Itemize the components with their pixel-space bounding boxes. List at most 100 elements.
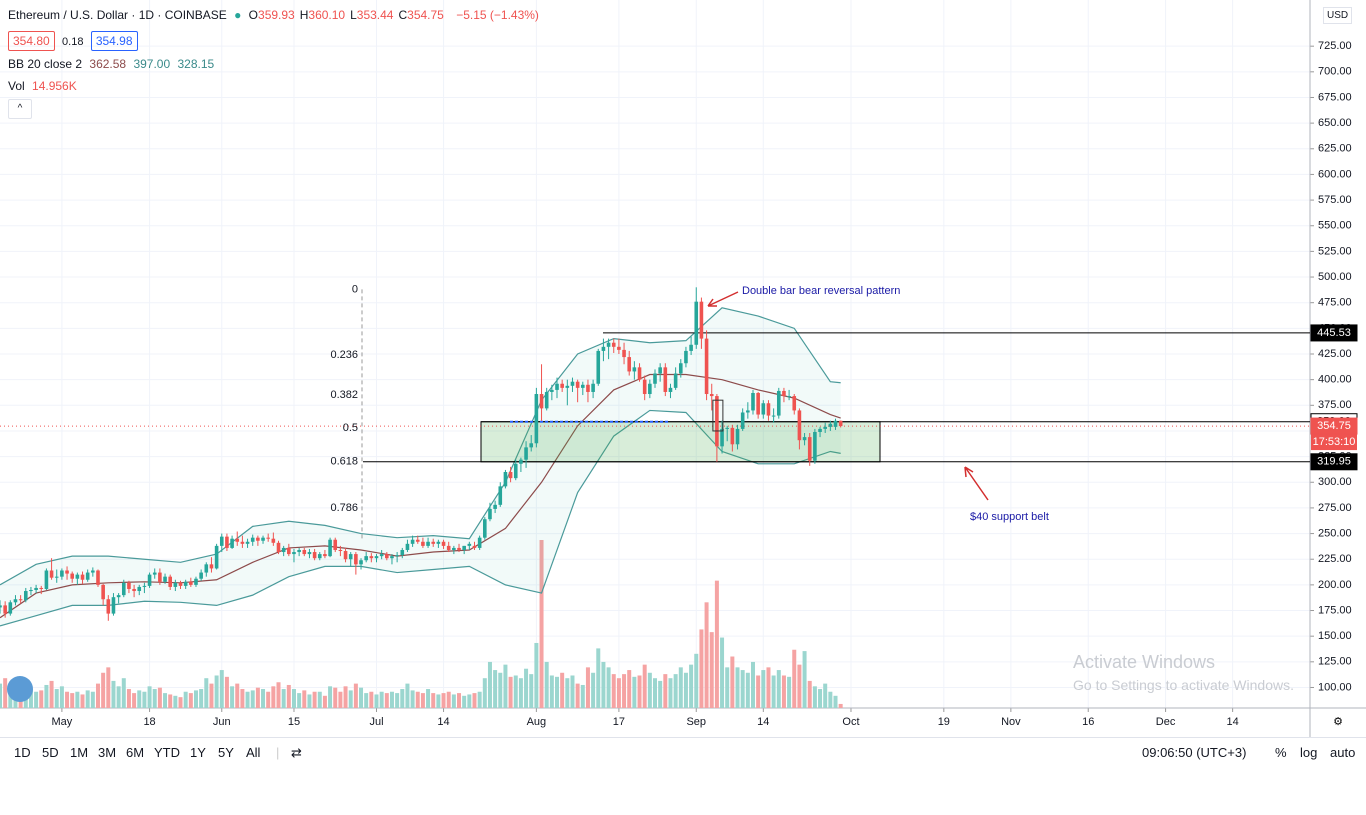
y-tick-label: 125.00 <box>1318 656 1352 668</box>
volume-bar <box>658 680 663 708</box>
volume-bar <box>503 664 508 708</box>
candle-body <box>354 554 358 565</box>
band-line <box>0 373 841 619</box>
candle-body <box>586 384 590 392</box>
candle-body <box>204 564 209 573</box>
volume-bar <box>384 693 389 708</box>
volume-bar <box>214 675 219 708</box>
volume-bar <box>364 693 369 708</box>
candle-body <box>828 423 833 427</box>
candle-body <box>751 392 755 411</box>
y-tick-label: 275.00 <box>1318 502 1352 514</box>
candle-body <box>359 560 363 565</box>
candle-body <box>214 545 219 569</box>
candle-body <box>415 539 420 542</box>
volume-bar <box>781 675 786 708</box>
candle-body <box>3 605 7 614</box>
volume-bar <box>611 674 616 708</box>
volume-bar <box>792 649 797 708</box>
collapse-button[interactable]: ^ <box>8 99 32 119</box>
candle-body <box>147 574 152 586</box>
candle-body <box>168 576 172 587</box>
scale-option[interactable]: log <box>1300 745 1318 760</box>
range-button[interactable]: 6M <box>126 745 145 760</box>
volume-bar <box>508 676 513 708</box>
candle-body <box>421 541 425 546</box>
compare-icon[interactable]: ⇄ <box>291 745 302 760</box>
volume-bar <box>818 689 823 708</box>
price-badge-label: 319.95 <box>1317 456 1351 468</box>
scale-option[interactable]: % <box>1275 745 1287 760</box>
x-tick-label: Dec <box>1156 716 1176 728</box>
candle-body <box>230 538 234 548</box>
candle-body <box>385 554 389 559</box>
volume-bar <box>513 675 518 708</box>
candle-body <box>673 373 678 388</box>
volume-bar <box>75 691 80 708</box>
candle-body <box>80 574 85 580</box>
candle-body <box>395 555 399 557</box>
candle-body <box>189 581 193 585</box>
candle-body <box>276 542 281 553</box>
volume-bar <box>157 687 162 708</box>
volume-bar <box>549 675 554 708</box>
candle-body <box>178 582 183 586</box>
scale-option[interactable]: auto <box>1330 745 1356 760</box>
range-button[interactable]: 3M <box>98 745 117 760</box>
candle-body <box>513 463 518 479</box>
candle-body <box>637 367 642 380</box>
candle-body <box>488 508 492 520</box>
volume-bar <box>224 676 229 708</box>
range-button[interactable]: 1D <box>14 745 31 760</box>
candle-body <box>797 410 802 441</box>
ohlc-value: 359.93 <box>258 8 295 22</box>
candle-body <box>776 390 781 416</box>
volume-bar <box>322 695 327 708</box>
volume-bar <box>673 674 678 708</box>
candle-body <box>575 381 580 388</box>
volume-bar <box>266 691 271 708</box>
volume-bar <box>585 667 590 708</box>
x-tick-label: Oct <box>842 716 859 728</box>
range-button[interactable]: 1M <box>70 745 89 760</box>
candle-body <box>617 346 621 350</box>
candle-body <box>591 383 595 392</box>
volume-bar <box>420 693 425 708</box>
candle-body <box>699 301 704 339</box>
candle-body <box>477 537 482 548</box>
range-button[interactable]: 5Y <box>218 745 234 760</box>
candle-body <box>364 556 368 561</box>
range-button[interactable]: All <box>246 745 261 760</box>
candle-body <box>302 549 307 555</box>
volume-bar <box>704 602 709 708</box>
volume-bar <box>668 678 673 708</box>
volume-bar <box>106 667 111 708</box>
volume-bar <box>622 674 627 708</box>
candle-body <box>498 486 503 505</box>
volume-bar <box>544 661 549 708</box>
bb-legend: BB 20 close 2 362.58 397.00 328.15 <box>8 57 218 71</box>
bid[interactable]: 354.80 <box>8 31 55 51</box>
annotation: $40 support belt <box>970 511 1049 523</box>
volume-bar <box>756 675 761 708</box>
price-badge <box>1310 453 1358 471</box>
candle-body <box>441 541 446 546</box>
candle-body <box>658 367 662 374</box>
ohlc: O359.93 H360.10 L353.44 C354.75 <box>249 8 449 22</box>
range-button[interactable]: 1Y <box>190 745 206 760</box>
fib-label: 0.786 <box>330 502 358 514</box>
candle-body <box>194 578 198 585</box>
bb-label: BB 20 close 2 <box>8 57 83 71</box>
range-button[interactable]: 5D <box>42 745 59 760</box>
candle-body <box>39 587 44 589</box>
volume-bar <box>714 580 719 708</box>
volume-bar <box>740 670 745 708</box>
candle-body <box>13 599 18 603</box>
ask[interactable]: 354.98 <box>90 31 138 51</box>
candle-body <box>34 587 38 590</box>
volume-bar <box>230 686 235 708</box>
volume-bar <box>627 670 632 708</box>
range-button[interactable]: YTD <box>154 745 180 760</box>
volume-bar <box>199 689 204 708</box>
candle-body <box>44 570 49 589</box>
